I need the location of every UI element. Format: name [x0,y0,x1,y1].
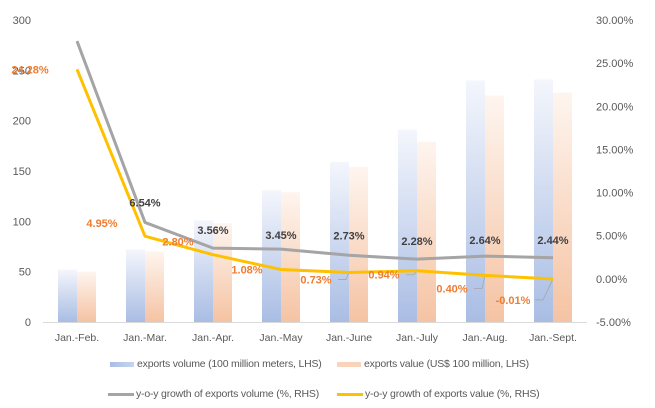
bar-volume-jan-feb [58,269,77,322]
bar-volume-jan-aug [466,80,485,323]
bar-value-jan-july [417,141,436,322]
y2-tick-label: 25.00% [596,58,634,70]
legend-swatch-volume-growth [108,392,134,396]
y2-tick-label: 10.00% [596,188,634,200]
label-value-growth-jan-may: 1.08% [231,265,262,277]
data-labels-group: 27.56%6.54%3.56%3.45%2.73%2.28%2.64%2.44… [11,64,568,307]
label-value-growth-jan-mar: 4.95% [86,218,117,230]
bars-group [58,79,572,323]
x-tick-label-jan-may: Jan.-May [259,332,303,344]
leader-line [535,278,554,301]
x-tick-label-jan-apr: Jan.-Apr. [192,332,234,344]
legend-item-volume-growth: y-o-y growth of exports volume (%, RHS) [108,388,319,400]
label-volume-growth-jan-july: 2.28% [401,236,432,248]
y2-tick-label: 5.00% [596,231,627,243]
y-tick-label: 300 [13,15,31,27]
bar-volume-jan-sept [534,79,553,322]
bar-value-jan-aug [485,95,504,322]
label-value-growth-jan-sept: -0.01% [496,295,531,307]
bar-value-jan-mar [145,251,164,322]
legend-label-value: exports value (US$ 100 million, LHS) [364,358,529,370]
label-value-growth-jan-july: 0.94% [368,270,399,282]
bar-value-jan-feb [77,271,96,322]
y-tick-label: 250 [13,65,31,77]
legend-item-value: exports value (US$ 100 million, LHS) [337,358,529,370]
bar-volume-jan-mar [126,249,145,322]
y2-tick-label: -5.00% [596,317,631,329]
y-tick-label: 50 [19,267,31,279]
x-tick-label-jan-feb: Jan.-Feb. [55,332,99,344]
y2-tick-label: 15.00% [596,144,634,156]
y-tick-label: 150 [13,166,31,178]
legend-swatch-value-growth [337,392,363,396]
line-value-growth [75,68,554,281]
y-tick-label: 100 [13,216,31,228]
label-value-growth-jan-june: 0.73% [300,275,331,287]
label-volume-growth-jan-sept: 2.44% [537,235,568,247]
label-volume-growth-jan-apr: 3.56% [197,225,228,237]
y-tick-label: 200 [13,116,31,128]
legend-label-volume: exports volume (100 million meters, LHS) [137,358,322,370]
label-value-growth-jan-apr: 2.80% [162,237,193,249]
legend-item-value-growth: y-o-y growth of exports value (%, RHS) [337,388,540,400]
bar-volume-jan-july [398,129,417,322]
label-volume-growth-jan-aug: 2.64% [469,235,500,247]
y-tick-label: 0 [25,317,31,329]
legend-swatch-value [337,361,361,367]
x-tick-label-jan-aug: Jan.-Aug. [463,332,508,344]
x-tick-label-jan-june: Jan.-June [326,332,372,344]
y2-tick-label: 30.00% [596,15,634,27]
label-volume-growth-jan-june: 2.73% [333,230,364,242]
x-tick-label-jan-july: Jan.-July [396,332,439,344]
label-volume-growth-jan-may: 3.45% [265,230,296,242]
bar-value-jan-june [349,166,368,322]
y2-tick-label: 20.00% [596,101,634,113]
legend-swatch-volume [110,361,134,367]
x-axis: Jan.-Feb. Jan.-Mar. Jan.-Apr. Jan.-May Jan.-… [55,332,577,344]
leader-line [338,272,350,280]
bar-value-jan-sept [553,92,572,322]
label-value-growth-jan-feb: 24.28% [11,64,49,76]
lines-group [75,40,554,281]
x-tick-label-jan-sept: Jan.-Sept. [529,332,577,344]
bar-volume-jan-may [262,190,281,322]
legend-label-volume-growth: y-o-y growth of exports volume (%, RHS) [136,388,320,400]
leader-line [474,275,486,289]
y2-tick-label: 0.00% [596,274,627,286]
y-axis-left: 0 50 100 150 200 250 300 [13,15,31,329]
x-tick-label-jan-mar: Jan.-Mar. [123,332,167,344]
legend-label-value-growth: y-o-y growth of exports value (%, RHS) [365,388,540,400]
bar-value-jan-may [281,192,300,322]
bar-volume-jan-june [330,161,349,322]
legend-item-volume: exports volume (100 million meters, LHS) [110,358,322,370]
y-axis-right: -5.00% 0.00% 5.00% 10.00% 15.00% 20.00% 25.00%… [596,15,634,329]
label-value-growth-jan-aug: 0.40% [436,283,467,295]
label-volume-growth-jan-mar: 6.54% [129,197,160,209]
bar-value-jan-apr [213,223,232,322]
line-volume-growth [75,40,554,261]
